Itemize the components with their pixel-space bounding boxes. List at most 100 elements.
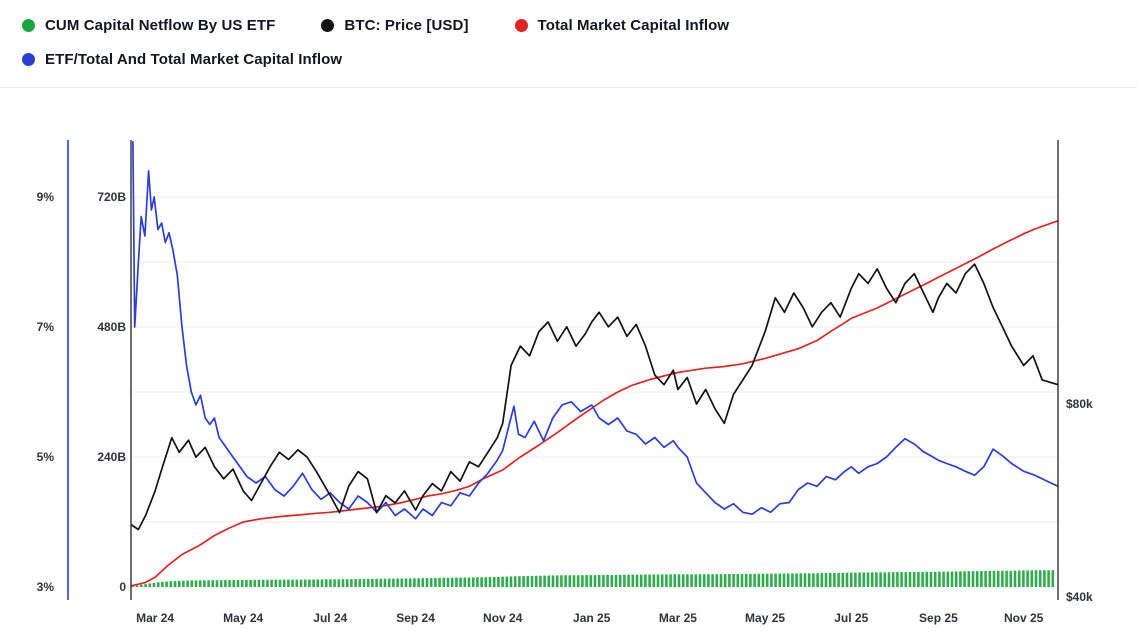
- series-bar-cum-capital-netflow-by-us-etf: [543, 575, 546, 587]
- series-bar-cum-capital-netflow-by-us-etf: [1026, 570, 1029, 587]
- legend-item-total-inflow[interactable]: Total Market Capital Inflow: [514, 16, 730, 34]
- series-bar-cum-capital-netflow-by-us-etf: [308, 579, 311, 587]
- series-bar-cum-capital-netflow-by-us-etf: [400, 578, 404, 587]
- series-bar-cum-capital-netflow-by-us-etf: [148, 583, 152, 587]
- legend-item-etf-total-ratio[interactable]: ETF/Total And Total Market Capital Inflo…: [22, 51, 342, 68]
- series-bar-cum-capital-netflow-by-us-etf: [954, 571, 958, 587]
- series-bar-cum-capital-netflow-by-us-etf: [182, 580, 185, 587]
- series-bar-cum-capital-netflow-by-us-etf: [841, 572, 845, 587]
- series-bar-cum-capital-netflow-by-us-etf: [152, 582, 156, 587]
- series-bar-cum-capital-netflow-by-us-etf: [1005, 570, 1008, 587]
- series-bar-cum-capital-netflow-by-us-etf: [463, 577, 467, 587]
- series-bar-cum-capital-netflow-by-us-etf: [232, 580, 236, 587]
- series-bar-cum-capital-netflow-by-us-etf: [564, 575, 567, 587]
- series-bar-cum-capital-netflow-by-us-etf: [131, 586, 135, 587]
- series-bar-cum-capital-netflow-by-us-etf: [144, 584, 147, 587]
- series-bar-cum-capital-netflow-by-us-etf: [387, 578, 391, 587]
- series-bar-cum-capital-netflow-by-us-etf: [757, 573, 761, 587]
- series-bar-cum-capital-netflow-by-us-etf: [967, 571, 971, 587]
- series-bar-cum-capital-netflow-by-us-etf: [971, 571, 975, 587]
- series-bar-cum-capital-netflow-by-us-etf: [946, 571, 950, 587]
- series-bar-cum-capital-netflow-by-us-etf: [270, 579, 273, 587]
- series-bar-cum-capital-netflow-by-us-etf: [1017, 570, 1021, 587]
- series-bar-cum-capital-netflow-by-us-etf: [929, 571, 933, 587]
- series-bar-cum-capital-netflow-by-us-etf: [707, 574, 710, 587]
- chart-legend: CUM Capital Netflow By US ETF BTC: Price…: [0, 0, 1137, 80]
- series-bar-cum-capital-netflow-by-us-etf: [1038, 570, 1042, 587]
- series-bar-cum-capital-netflow-by-us-etf: [992, 570, 996, 587]
- series-bar-cum-capital-netflow-by-us-etf: [917, 571, 920, 587]
- y-axis-usd-label: $40k: [1066, 590, 1093, 604]
- series-line-total-market-capital-inflow: [131, 219, 1058, 587]
- series-bar-cum-capital-netflow-by-us-etf: [828, 573, 832, 587]
- series-bar-cum-capital-netflow-by-us-etf: [186, 580, 189, 587]
- series-bar-cum-capital-netflow-by-us-etf: [656, 574, 660, 587]
- series-bar-cum-capital-netflow-by-us-etf: [291, 579, 294, 587]
- y-axis-percent-label: 5%: [36, 450, 54, 464]
- series-bar-cum-capital-netflow-by-us-etf: [249, 579, 252, 587]
- series-bar-cum-capital-netflow-by-us-etf: [749, 573, 752, 587]
- legend-item-btc-price[interactable]: BTC: Price [USD]: [321, 17, 468, 34]
- series-bar-cum-capital-netflow-by-us-etf: [702, 574, 706, 587]
- series-bar-cum-capital-netflow-by-us-etf: [635, 574, 639, 587]
- series-bar-cum-capital-netflow-by-us-etf: [1009, 570, 1013, 587]
- y-axis-billions-label: 480B: [97, 320, 126, 334]
- series-bar-cum-capital-netflow-by-us-etf: [236, 580, 240, 587]
- series-bar-cum-capital-netflow-by-us-etf: [392, 578, 395, 587]
- series-bar-cum-capital-netflow-by-us-etf: [820, 573, 824, 587]
- y-axis-percent-label: 9%: [36, 190, 54, 204]
- series-line-etf-total-and-total-market-capital-inflow: [132, 140, 1058, 520]
- x-tick-label: Sep 24: [396, 611, 435, 625]
- series-bar-cum-capital-netflow-by-us-etf: [879, 572, 882, 587]
- series-bar-cum-capital-netflow-by-us-etf: [198, 580, 202, 587]
- series-bar-cum-capital-netflow-by-us-etf: [908, 572, 912, 587]
- series-bar-cum-capital-netflow-by-us-etf: [354, 579, 357, 587]
- series-bar-cum-capital-netflow-by-us-etf: [585, 575, 588, 587]
- series-bar-cum-capital-netflow-by-us-etf: [883, 572, 887, 587]
- series-bar-cum-capital-netflow-by-us-etf: [833, 572, 836, 587]
- series-bar-cum-capital-netflow-by-us-etf: [845, 572, 849, 587]
- series-bar-cum-capital-netflow-by-us-etf: [627, 574, 630, 587]
- series-bar-cum-capital-netflow-by-us-etf: [1030, 570, 1034, 587]
- series-bar-cum-capital-netflow-by-us-etf: [988, 570, 992, 587]
- series-bar-cum-capital-netflow-by-us-etf: [728, 574, 731, 587]
- blue-dot-icon: [22, 52, 35, 66]
- series-bar-cum-capital-netflow-by-us-etf: [312, 579, 315, 587]
- legend-item-etf-netflow[interactable]: CUM Capital Netflow By US ETF: [22, 17, 275, 34]
- series-bar-cum-capital-netflow-by-us-etf: [421, 578, 425, 587]
- series-bar-cum-capital-netflow-by-us-etf: [791, 573, 794, 587]
- legend-label: CUM Capital Netflow By US ETF: [45, 16, 276, 34]
- series-bar-cum-capital-netflow-by-us-etf: [316, 579, 320, 587]
- series-bar-cum-capital-netflow-by-us-etf: [408, 578, 412, 587]
- series-bar-cum-capital-netflow-by-us-etf: [190, 580, 194, 587]
- series-bar-cum-capital-netflow-by-us-etf: [404, 578, 408, 587]
- series-bar-cum-capital-netflow-by-us-etf: [715, 574, 719, 587]
- series-bar-cum-capital-netflow-by-us-etf: [572, 575, 576, 587]
- legend-label: Total Market Capital Inflow: [537, 16, 730, 34]
- series-bar-cum-capital-netflow-by-us-etf: [266, 579, 269, 587]
- series-bar-cum-capital-netflow-by-us-etf: [287, 579, 290, 587]
- series-bar-cum-capital-netflow-by-us-etf: [623, 574, 626, 587]
- series-bar-cum-capital-netflow-by-us-etf: [555, 575, 559, 587]
- series-bar-cum-capital-netflow-by-us-etf: [156, 582, 160, 587]
- series-bar-cum-capital-netflow-by-us-etf: [602, 575, 605, 587]
- series-bar-cum-capital-netflow-by-us-etf: [837, 572, 840, 587]
- y-axis-billions-label: 720B: [97, 190, 126, 204]
- series-bar-cum-capital-netflow-by-us-etf: [425, 578, 429, 587]
- series-bar-cum-capital-netflow-by-us-etf: [455, 577, 458, 587]
- series-bar-cum-capital-netflow-by-us-etf: [228, 580, 231, 587]
- series-bar-cum-capital-netflow-by-us-etf: [1013, 570, 1017, 587]
- series-bar-cum-capital-netflow-by-us-etf: [509, 576, 513, 587]
- series-bar-cum-capital-netflow-by-us-etf: [303, 579, 307, 587]
- series-bar-cum-capital-netflow-by-us-etf: [690, 574, 693, 587]
- series-bar-cum-capital-netflow-by-us-etf: [996, 570, 1000, 587]
- series-bar-cum-capital-netflow-by-us-etf: [921, 571, 924, 587]
- series-bar-cum-capital-netflow-by-us-etf: [782, 573, 786, 587]
- series-bar-cum-capital-netflow-by-us-etf: [984, 571, 987, 587]
- series-bar-cum-capital-netflow-by-us-etf: [803, 573, 807, 587]
- series-bar-cum-capital-netflow-by-us-etf: [203, 580, 206, 587]
- series-bar-cum-capital-netflow-by-us-etf: [358, 579, 362, 587]
- series-bar-cum-capital-netflow-by-us-etf: [438, 577, 441, 587]
- y-axis-billions-label: 240B: [97, 450, 126, 464]
